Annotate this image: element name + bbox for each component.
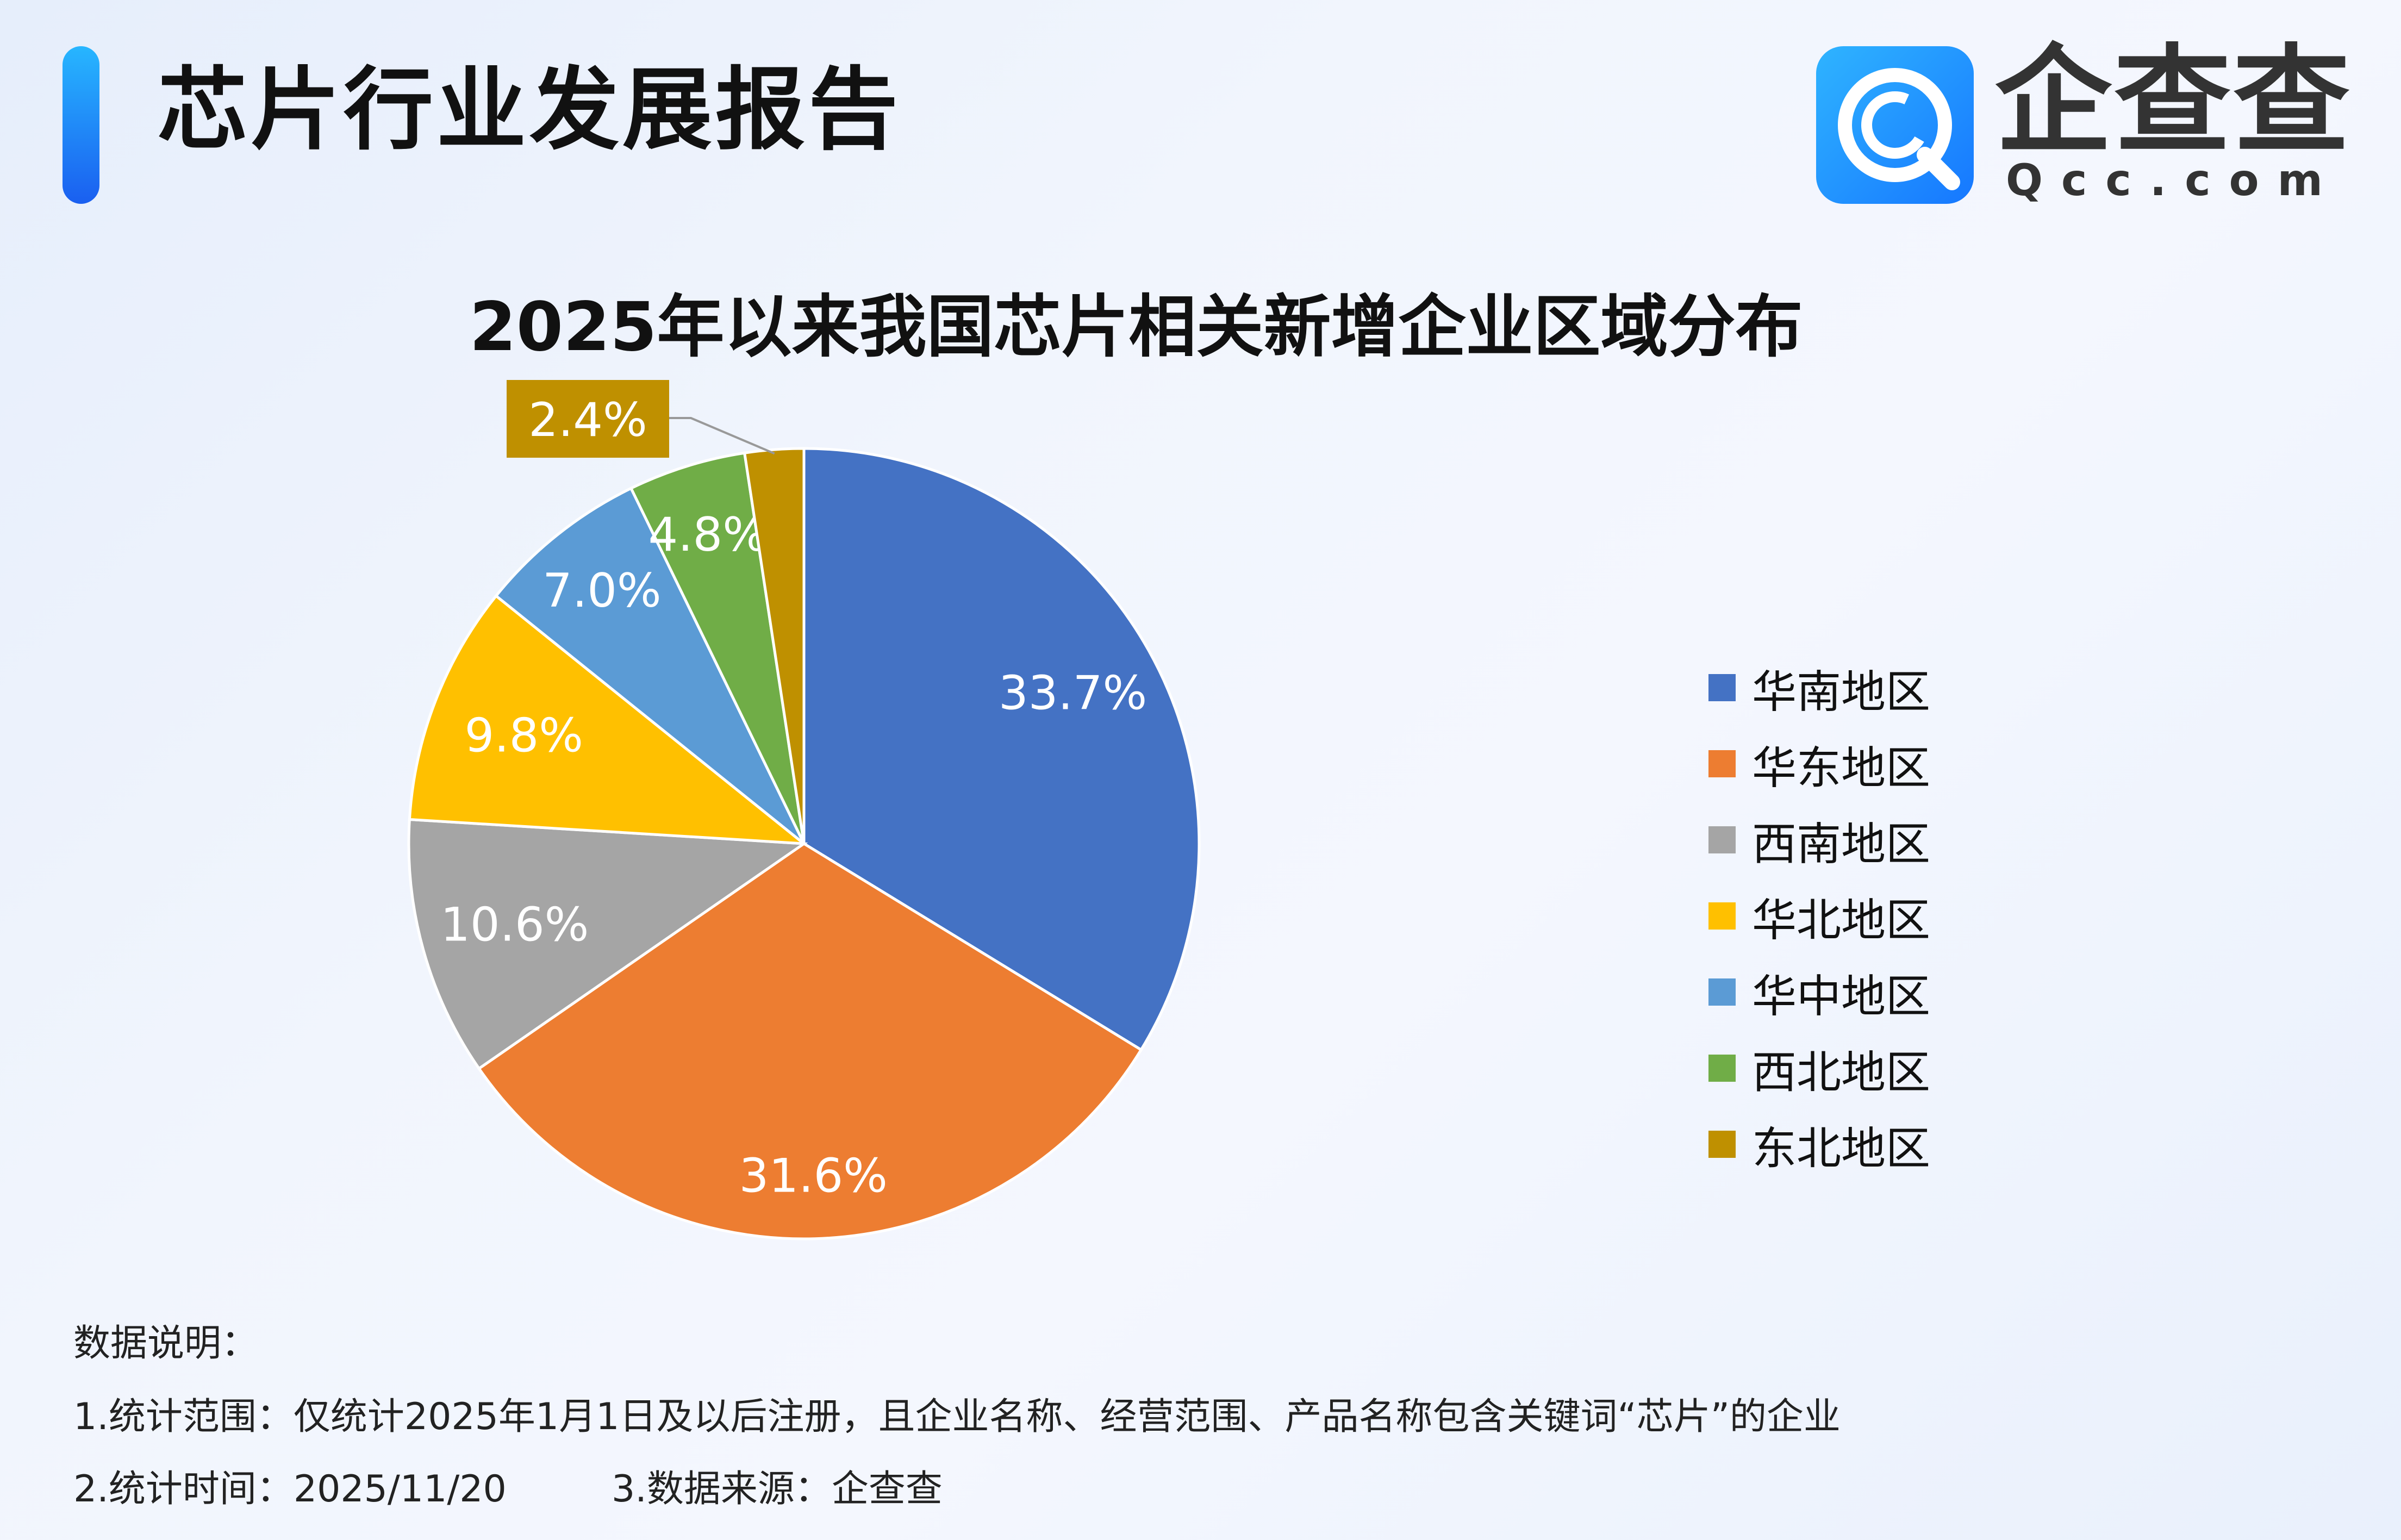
callout-box xyxy=(507,380,669,458)
chart-title: 2025年以来我国芯片相关新增企业区域分布 xyxy=(469,288,1803,366)
chart-legend: 华南地区华东地区西南地区华北地区华中地区西北地区东北地区 xyxy=(1708,650,1930,1182)
qcc-logo-text: 企查查 xyxy=(1995,33,2352,169)
legend-label: 西北地区 xyxy=(1752,1046,1931,1099)
data-label: 9.8% xyxy=(465,708,584,763)
data-label: 2.4% xyxy=(528,393,647,447)
qcc-logo-icon xyxy=(1816,46,1974,204)
pie-slice-6 xyxy=(743,447,806,844)
legend-swatch xyxy=(1708,1055,1736,1082)
legend-swatch xyxy=(1708,750,1736,777)
pie-slice-4 xyxy=(494,486,806,845)
qcc-logo-domain: Qcc.com xyxy=(2006,155,2341,205)
legend-swatch xyxy=(1708,978,1736,1006)
data-label: 4.8% xyxy=(648,508,767,562)
legend-item: 华东地区 xyxy=(1708,726,1930,802)
legend-item: 华中地区 xyxy=(1708,954,1930,1030)
legend-item: 华南地区 xyxy=(1708,650,1930,726)
data-label: 31.6% xyxy=(739,1149,888,1203)
pie-slice-1 xyxy=(477,842,1143,1240)
callout-leader-line xyxy=(669,417,775,455)
legend-label: 华东地区 xyxy=(1752,742,1931,794)
legend-swatch xyxy=(1708,674,1736,701)
page-title: 芯片行业发展报告 xyxy=(158,58,901,162)
legend-label: 华南地区 xyxy=(1752,666,1931,718)
legend-item: 华北地区 xyxy=(1708,878,1930,954)
pie-slice-3 xyxy=(408,594,808,845)
legend-label: 东北地区 xyxy=(1752,1123,1931,1175)
legend-label: 西南地区 xyxy=(1752,818,1931,870)
header-accent-bar xyxy=(63,46,99,204)
legend-item: 西北地区 xyxy=(1708,1030,1930,1106)
legend-item: 西南地区 xyxy=(1708,802,1930,878)
data-label: 33.7% xyxy=(999,666,1147,721)
legend-swatch xyxy=(1708,902,1736,930)
footnote-source: 3.数据来源：企查查 xyxy=(612,1468,943,1511)
pie-slice-2 xyxy=(407,818,808,1071)
data-label: 10.6% xyxy=(440,897,589,952)
footnote-heading: 数据说明： xyxy=(73,1322,259,1365)
data-label: 7.0% xyxy=(542,564,662,618)
legend-item: 东北地区 xyxy=(1708,1106,1930,1182)
footnote-date: 2.统计时间：2025/11/20 xyxy=(73,1468,507,1511)
legend-swatch xyxy=(1708,826,1736,853)
legend-label: 华中地区 xyxy=(1752,970,1931,1022)
footnote-scope: 1.统计范围：仅统计2025年1月1日及以后注册，且企业名称、经营范围、产品名称… xyxy=(73,1395,1841,1438)
legend-swatch xyxy=(1708,1131,1736,1158)
pie-slice-0 xyxy=(802,447,1201,1052)
pie-slice-5 xyxy=(629,451,806,845)
legend-label: 华北地区 xyxy=(1752,894,1931,946)
